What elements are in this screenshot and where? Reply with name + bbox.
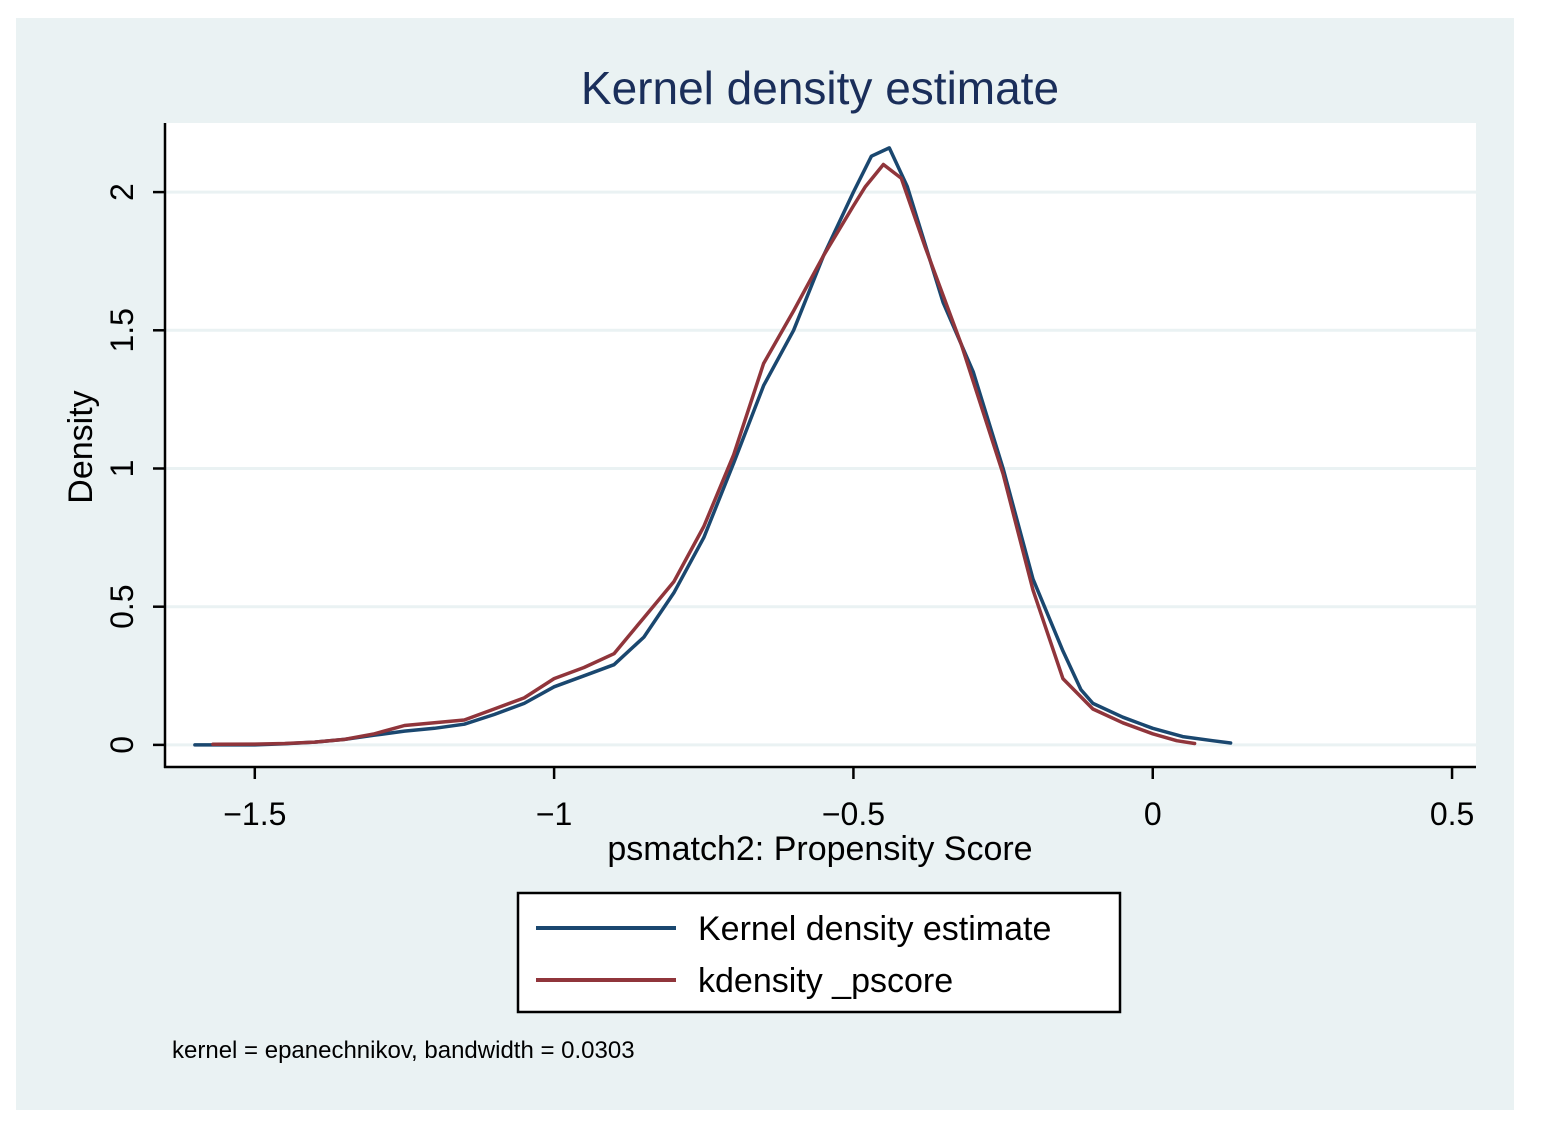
kernel-note: kernel = epanechnikov, bandwidth = 0.030… (172, 1037, 635, 1064)
x-tick-label-4: 0.5 (1430, 796, 1474, 832)
y-tick-label-1: 0.5 (104, 584, 140, 628)
x-tick-label-0: −1.5 (223, 796, 286, 832)
y-tick-label-0: 0 (104, 736, 140, 754)
x-tick-label-1: −1 (536, 796, 572, 832)
plot-area (165, 123, 1476, 767)
legend-box (516, 891, 1122, 1014)
legend-label-kdensity-pscore: kdensity _pscore (698, 962, 953, 1000)
series-line-kernel-density-estimate (193, 146, 1233, 747)
axes (163, 123, 1476, 769)
chart-title: Kernel density estimate (581, 62, 1059, 114)
series-line-kdensity-pscore (211, 162, 1197, 747)
y-tick-label-3: 1.5 (104, 308, 140, 352)
x-axis-ticks: −1.5 −1 −0.5 0 0.5 (223, 767, 1474, 832)
gridlines (165, 190, 1476, 747)
x-tick-label-2: −0.5 (822, 796, 885, 832)
y-tick-label-4: 2 (104, 183, 140, 201)
legend: Kernel density estimate kdensity _pscore (516, 891, 1122, 1014)
y-tick-label-2: 1 (104, 460, 140, 478)
series-lines (193, 146, 1233, 747)
legend-label-kernel-density-estimate: Kernel density estimate (698, 910, 1051, 948)
x-axis-label: psmatch2: Propensity Score (607, 830, 1032, 868)
y-axis-ticks: 0 0.5 1 1.5 2 (104, 183, 165, 754)
y-axis-label: Density (62, 390, 100, 503)
x-tick-label-3: 0 (1144, 796, 1162, 832)
